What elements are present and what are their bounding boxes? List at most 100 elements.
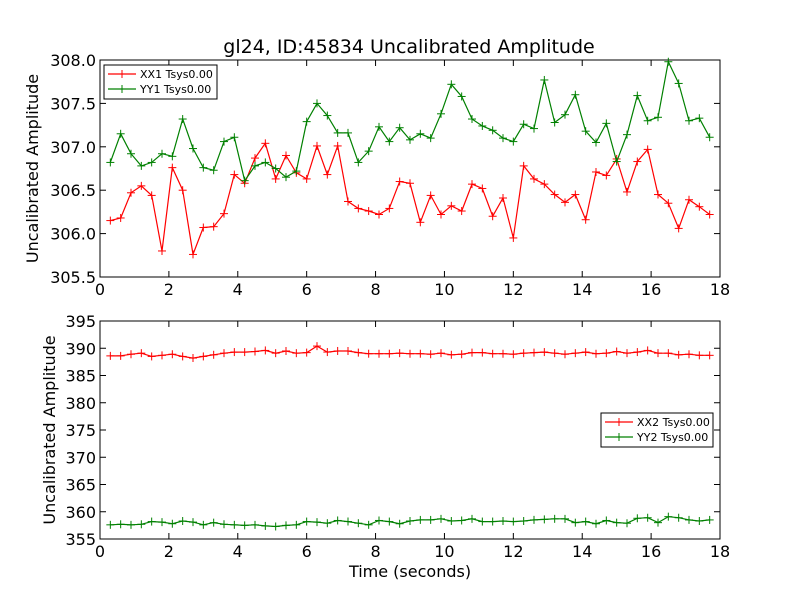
data-point	[354, 519, 363, 528]
x-tick-label: 12	[503, 542, 523, 561]
y-tick-label: 360	[65, 503, 96, 522]
data-point	[643, 145, 652, 154]
data-point	[488, 349, 497, 358]
data-point	[633, 91, 642, 100]
x-tick-label: 18	[710, 542, 730, 561]
data-point	[685, 116, 693, 125]
data-point	[168, 163, 177, 172]
y-tick-label: 390	[65, 339, 96, 358]
data-point	[468, 348, 476, 357]
data-point	[302, 117, 311, 126]
data-point	[147, 191, 156, 200]
x-tick-label: 2	[164, 280, 174, 299]
y-tick-label: 395	[65, 312, 96, 331]
data-point	[261, 158, 270, 167]
data-point	[364, 207, 373, 216]
data-point	[654, 349, 662, 358]
data-point	[468, 514, 476, 523]
data-point	[530, 515, 538, 524]
data-point	[561, 350, 569, 359]
data-point	[674, 513, 683, 522]
x-tick-label: 16	[641, 280, 661, 299]
y-axis-label: Uncalibrated Amplitude	[40, 335, 59, 524]
data-point	[106, 351, 115, 360]
data-point	[695, 351, 704, 360]
data-point	[406, 135, 414, 144]
x-tick-label: 14	[572, 280, 592, 299]
data-point	[375, 122, 383, 131]
data-point	[581, 127, 590, 136]
data-point	[209, 222, 218, 231]
data-point	[488, 517, 497, 526]
data-point	[323, 111, 332, 120]
data-point	[323, 170, 332, 179]
data-point	[695, 517, 704, 526]
y-tick-label: 370	[65, 448, 96, 467]
data-point	[251, 154, 259, 163]
data-point	[550, 118, 559, 127]
data-point	[488, 126, 497, 135]
data-point	[581, 348, 590, 357]
data-point	[664, 57, 673, 66]
data-point	[705, 351, 714, 360]
data-point	[158, 351, 166, 360]
legend-label-xx2: XX2 Tsys0.00	[637, 416, 710, 429]
data-point	[437, 514, 445, 523]
y-tick-label: 380	[65, 394, 96, 413]
data-point	[147, 158, 156, 167]
y-tick-label: 355	[65, 530, 96, 549]
data-point	[323, 519, 332, 528]
data-point	[488, 212, 497, 221]
bottom-chart: Uncalibrated Amplitude Time (seconds) 0 2…	[40, 312, 730, 581]
data-point	[406, 517, 414, 526]
data-point	[313, 99, 321, 108]
data-point	[602, 171, 611, 180]
data-point	[509, 350, 518, 359]
legend-label-yy2: YY2 Tsys0.00	[636, 431, 708, 444]
data-point	[623, 130, 631, 139]
data-point	[623, 349, 631, 358]
data-point	[478, 121, 487, 130]
data-point	[323, 348, 332, 357]
data-point	[437, 109, 445, 118]
data-point	[375, 516, 383, 525]
data-point	[230, 520, 239, 529]
data-point	[137, 161, 146, 170]
data-point	[705, 133, 714, 142]
data-point	[571, 518, 580, 527]
data-point	[178, 517, 187, 526]
data-point	[209, 350, 218, 359]
data-point	[385, 137, 394, 146]
data-point	[654, 113, 662, 122]
data-point	[230, 133, 239, 142]
data-point	[137, 520, 146, 529]
data-point	[509, 517, 518, 526]
data-point	[354, 348, 363, 357]
data-point	[127, 350, 135, 359]
data-point	[416, 218, 425, 227]
data-point	[612, 347, 621, 356]
data-point	[127, 188, 135, 197]
data-point	[313, 342, 321, 351]
data-point	[592, 519, 600, 528]
data-point	[612, 157, 621, 166]
data-point	[333, 141, 342, 150]
data-point	[447, 350, 456, 359]
data-point	[447, 80, 456, 89]
data-point	[654, 518, 662, 527]
data-point	[220, 349, 228, 358]
data-point	[695, 202, 704, 211]
data-point	[240, 348, 249, 357]
data-point	[385, 517, 394, 526]
x-tick-label: 2	[164, 542, 174, 561]
data-point	[209, 166, 218, 175]
data-point	[426, 191, 435, 200]
x-tick-label: 16	[641, 542, 661, 561]
data-point	[426, 134, 435, 143]
data-point	[364, 349, 373, 358]
data-point	[333, 128, 342, 137]
x-tick-label: 4	[233, 280, 243, 299]
data-point	[354, 204, 363, 213]
data-point	[540, 75, 549, 84]
